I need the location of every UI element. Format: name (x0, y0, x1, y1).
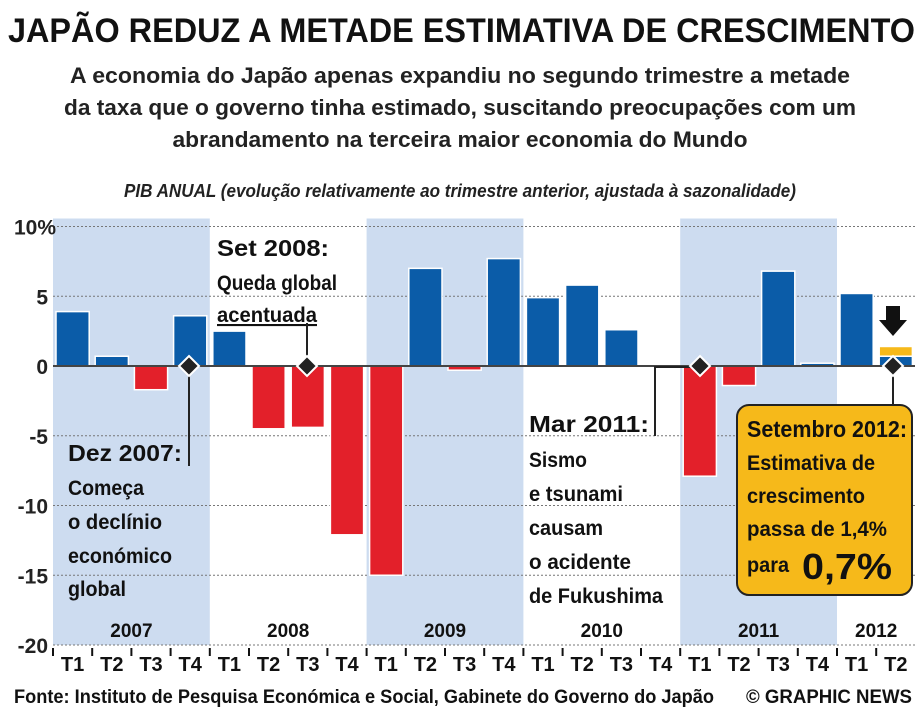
y-tick-label: 5 (36, 286, 48, 309)
title: JAPÃO REDUZ A METADE ESTIMATIVA DE CRESC… (8, 12, 915, 50)
quarter-label: T2 (571, 654, 594, 676)
year-label: 2008 (267, 621, 309, 642)
quarter-label: T3 (296, 654, 319, 676)
quarter-label: T4 (492, 654, 516, 676)
quarter-label: T1 (61, 654, 84, 676)
annotation-line: económico (68, 545, 172, 568)
quarter-label: T3 (610, 654, 633, 676)
annotation-line: o acidente (529, 551, 631, 574)
quarter-label: T4 (179, 654, 203, 676)
bar (525, 296, 561, 367)
bar (94, 355, 130, 367)
quarter-label: T1 (375, 654, 398, 676)
subtitle-line: da taxa que o governo tinha estimado, su… (64, 95, 856, 120)
bar (368, 365, 404, 576)
y-tick-label: -5 (29, 426, 48, 449)
annotation-line: global (68, 578, 126, 601)
bar (721, 365, 757, 387)
bar (329, 365, 365, 536)
annotation-line: Começa (68, 477, 144, 500)
quarter-label: T2 (414, 654, 437, 676)
quarter-label: T1 (531, 654, 554, 676)
bar (604, 328, 639, 367)
y-tick-label: -15 (18, 565, 49, 588)
quarter-label: T1 (218, 654, 241, 676)
annotation-line: acentuada (217, 304, 317, 327)
quarter-label: T2 (727, 654, 750, 676)
annotation-head: Mar 2011: (529, 411, 649, 437)
diamond-marker-icon (688, 354, 712, 378)
annotation-head: Dez 2007: (68, 440, 182, 466)
bar (212, 330, 247, 367)
bar (682, 365, 718, 477)
quarter-label: T1 (688, 654, 711, 676)
diamond-marker-icon (295, 354, 319, 378)
annotation-head: Set 2008: (217, 235, 329, 261)
annotation-line: Sismo (529, 449, 587, 472)
callout-line: passa de 1,4% (747, 518, 887, 541)
bar (839, 292, 874, 367)
year-label: 2012 (855, 621, 897, 642)
annotation-dez-2007: Dez 2007: Começa o declínio económico gl… (68, 366, 190, 601)
quarter-label: T4 (649, 654, 673, 676)
y-tick-label: 10% (14, 217, 56, 240)
credit-text: © GRAPHIC NEWS (746, 687, 912, 708)
subtitle-line: abrandamento na terceira maior economia … (173, 127, 748, 152)
bar (760, 270, 796, 367)
quarter-label: T3 (767, 654, 790, 676)
annotation-set-2008: Set 2008: Queda global acentuada (217, 235, 337, 366)
bar (133, 365, 169, 391)
subtitle-line: A economia do Japão apenas expandiu no s… (70, 63, 850, 88)
annotation-mar-2011: Mar 2011: Sismo e tsunami causam o acide… (529, 366, 700, 608)
y-tick-label: -20 (18, 635, 48, 658)
annotation-line: Queda global (217, 272, 337, 295)
quarter-label: T1 (845, 654, 868, 676)
callout-line: para (747, 554, 789, 577)
y-tick-label: -10 (18, 496, 48, 519)
quarter-label: T3 (139, 654, 162, 676)
bar (55, 310, 90, 367)
quarter-label: T2 (884, 654, 907, 676)
quarter-label: T2 (100, 654, 123, 676)
bar (564, 284, 600, 367)
callout-line: Estimativa de (747, 452, 875, 475)
callout-value: 0,7% (802, 546, 892, 587)
callout-head: Setembro 2012: (747, 416, 907, 442)
annotation-set-2012: Setembro 2012: Estimativa de crescimento… (736, 366, 913, 596)
chart-title: PIB ANUAL (evolução relativamente ao tri… (124, 181, 796, 201)
quarter-label: T4 (806, 654, 830, 676)
quarter-label: T3 (453, 654, 476, 676)
diamond-marker-icon (881, 354, 905, 378)
callout-line: crescimento (747, 485, 865, 508)
source-text: Fonte: Instituto de Pesquisa Económica e… (14, 687, 714, 708)
bar (408, 267, 443, 367)
year-label: 2010 (581, 621, 623, 642)
annotation-line: causam (529, 517, 603, 540)
year-label: 2007 (110, 621, 152, 642)
annotation-line: de Fukushima (529, 585, 663, 608)
previous-estimate-bar (878, 345, 914, 357)
year-band (53, 218, 210, 645)
arrow-down-icon (879, 306, 907, 336)
annotation-line: o declínio (68, 511, 162, 534)
year-label: 2009 (424, 621, 466, 642)
diamond-marker-icon (177, 354, 201, 378)
annotation-line: e tsunami (529, 483, 623, 506)
y-tick-label: 0 (36, 356, 48, 379)
year-label: 2011 (738, 621, 780, 642)
bar (486, 257, 522, 367)
quarter-label: T4 (335, 654, 359, 676)
quarter-label: T2 (257, 654, 280, 676)
bar (251, 365, 286, 430)
